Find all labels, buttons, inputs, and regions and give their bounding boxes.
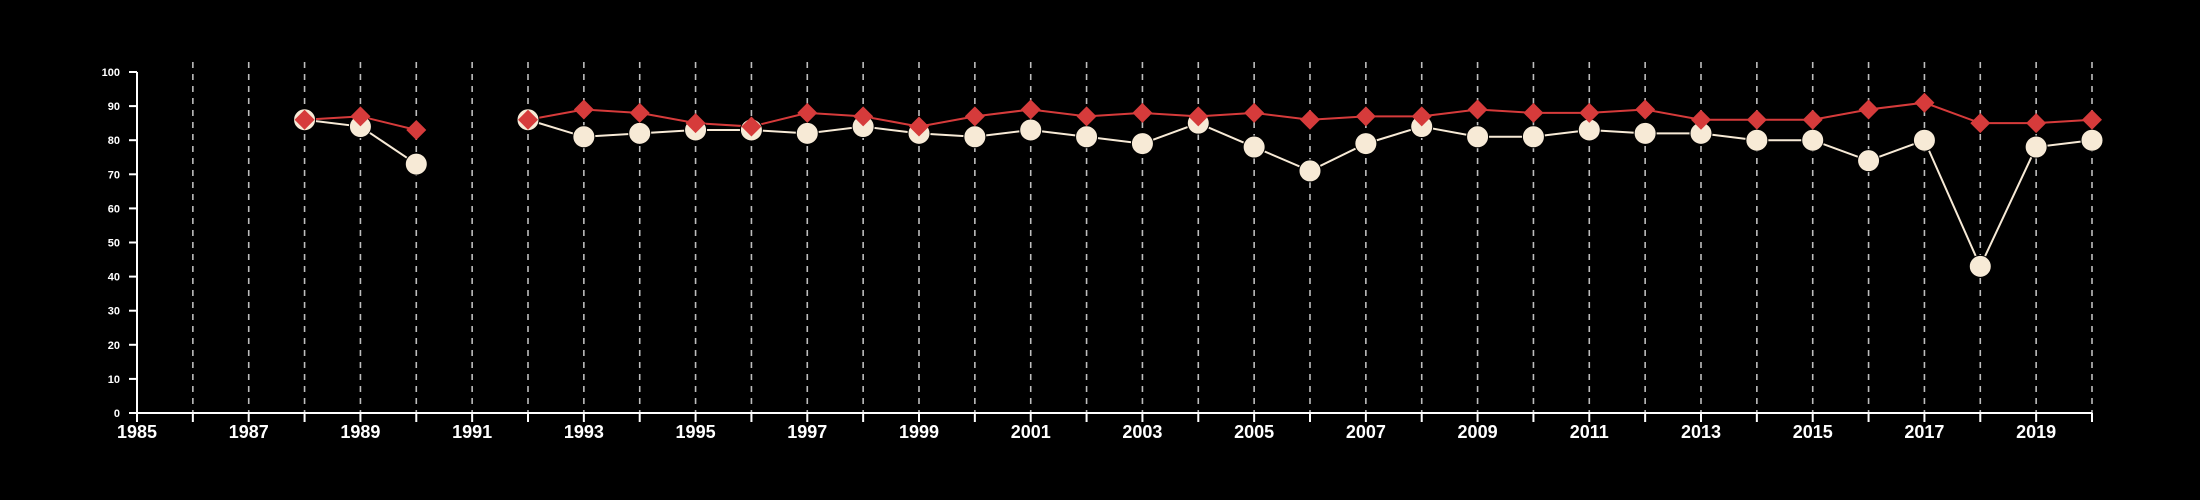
data-point-diamond	[1746, 109, 1767, 130]
x-tick-label: 1985	[117, 422, 157, 442]
data-point-diamond	[350, 106, 371, 127]
data-point-circle	[1466, 125, 1490, 149]
series-layer	[293, 92, 2104, 278]
data-point-circle	[795, 121, 819, 145]
data-point-diamond	[685, 113, 706, 134]
data-point-diamond	[2082, 109, 2102, 130]
data-point-diamond	[1970, 113, 1991, 134]
x-tick-label: 2007	[1346, 422, 1386, 442]
x-tick-label: 2003	[1122, 422, 1162, 442]
data-point-circle	[572, 125, 596, 149]
x-tick-label: 1999	[899, 422, 939, 442]
data-point-diamond	[1132, 102, 1153, 123]
y-tick-label: 20	[108, 340, 120, 352]
data-point-diamond	[1467, 99, 1488, 120]
axes: 0 10 20 30 40 50 60 70 80 90 100 1985 1987 1989 1991 19…	[102, 67, 2093, 442]
y-tick-label: 90	[108, 101, 120, 113]
data-point-circle	[1745, 128, 1769, 152]
y-tick-label: 10	[108, 374, 120, 386]
data-point-diamond	[1355, 106, 1376, 127]
data-point-circle	[1354, 132, 1378, 156]
data-point-diamond	[741, 116, 762, 137]
data-point-diamond	[1914, 92, 1935, 113]
data-point-circle	[404, 152, 428, 176]
data-point-circle	[1298, 159, 1322, 183]
data-point-diamond	[2026, 113, 2047, 134]
data-point-diamond	[1802, 109, 1823, 130]
data-point-circle	[1801, 128, 1825, 152]
data-point-diamond	[1579, 102, 1600, 123]
data-point-circle	[1968, 254, 1992, 278]
y-tick-label: 50	[108, 238, 120, 250]
data-point-circle	[1857, 149, 1881, 173]
data-point-diamond	[853, 106, 874, 127]
x-tick-label: 2005	[1234, 422, 1274, 442]
data-point-diamond	[1691, 109, 1711, 130]
data-point-diamond	[1244, 102, 1265, 123]
data-point-diamond	[1076, 106, 1097, 127]
data-point-circle	[1130, 132, 1154, 156]
x-tick-label: 1995	[676, 422, 716, 442]
x-tick-label: 1989	[340, 422, 380, 442]
data-point-diamond	[294, 109, 315, 130]
data-point-diamond	[1020, 99, 1041, 120]
data-point-circle	[1075, 125, 1099, 149]
data-point-circle	[2080, 128, 2104, 152]
data-point-circle	[1242, 135, 1266, 159]
data-point-diamond	[964, 106, 985, 127]
y-tick-label: 80	[108, 135, 120, 147]
x-tick-label: 2001	[1011, 422, 1051, 442]
data-point-diamond	[573, 99, 594, 120]
data-point-diamond	[1300, 109, 1320, 130]
y-tick-label: 70	[108, 169, 120, 181]
data-point-diamond	[629, 102, 650, 123]
data-point-diamond	[1188, 106, 1209, 127]
x-tick-label: 2015	[1793, 422, 1833, 442]
data-point-diamond	[1858, 99, 1879, 120]
x-tick-label: 2011	[1570, 422, 1609, 442]
y-tick-label: 60	[108, 203, 120, 215]
y-tick-label: 0	[114, 408, 120, 420]
data-point-diamond	[406, 119, 427, 140]
data-point-circle	[2024, 135, 2048, 159]
x-tick-label: 1997	[787, 422, 827, 442]
data-point-circle	[1633, 121, 1657, 145]
x-tick-label: 1993	[564, 422, 604, 442]
data-point-circle	[1912, 128, 1936, 152]
x-tick-label: 1991	[452, 422, 492, 442]
y-tick-label: 30	[108, 306, 120, 318]
x-tick-label: 2019	[2016, 422, 2056, 442]
data-point-diamond	[909, 116, 929, 137]
data-point-diamond	[1635, 99, 1656, 120]
data-point-diamond	[518, 109, 538, 130]
data-point-circle	[1521, 125, 1545, 149]
x-tick-label: 1987	[229, 422, 269, 442]
data-point-circle	[1019, 118, 1043, 142]
data-point-circle	[963, 125, 987, 149]
grid-lines	[192, 62, 2093, 413]
data-point-diamond	[797, 102, 818, 123]
y-tick-label: 40	[108, 272, 120, 284]
y-tick-label: 100	[102, 67, 120, 79]
data-point-diamond	[1411, 106, 1432, 127]
data-point-diamond	[1523, 102, 1544, 123]
x-tick-label: 2013	[1681, 422, 1721, 442]
x-tick-label: 2017	[1904, 422, 1944, 442]
data-point-circle	[628, 121, 652, 145]
x-tick-label: 2009	[1458, 422, 1498, 442]
